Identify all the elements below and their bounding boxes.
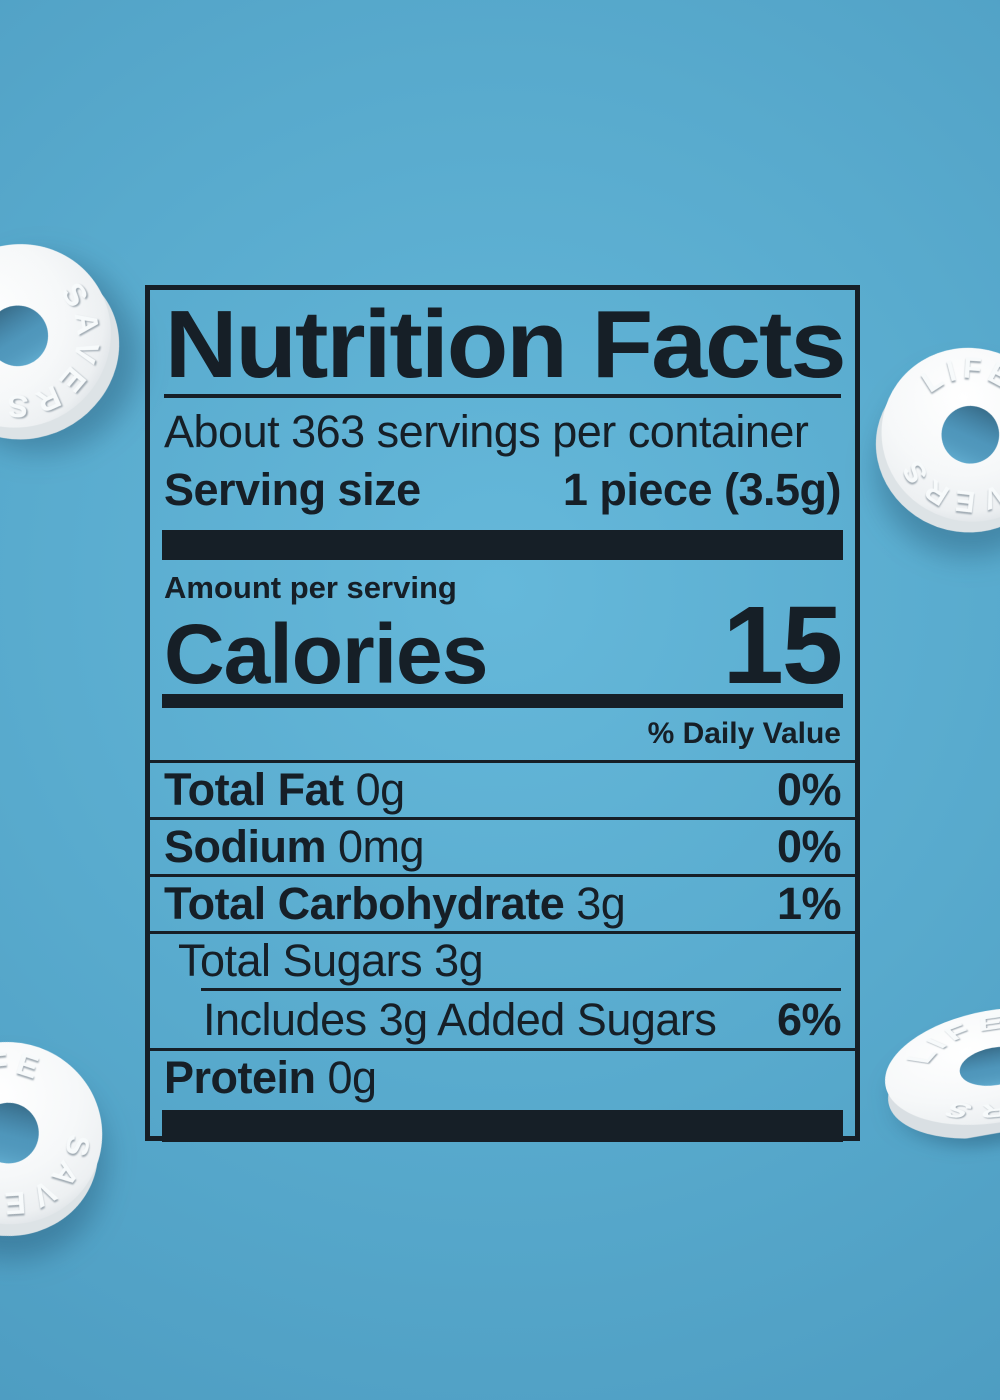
nutrient-row-sodium: Sodium 0mg 0% — [150, 817, 855, 874]
amount-per-serving-label: Amount per serving — [164, 570, 457, 606]
nutrient-daily-value: 1% — [776, 878, 842, 930]
lifesaver-mint-candy: LIFE SAVERS — [885, 1007, 1000, 1139]
nutrient-amount: 0g — [355, 764, 406, 816]
nutrient-row-total-fat: Total Fat 0g 0% — [150, 760, 855, 817]
nutrient-row-added-sugars: Includes 3g Added Sugars 6% — [150, 991, 855, 1048]
nutrient-daily-value: 6% — [776, 993, 842, 1045]
nutrient-row-total-sugars: Total Sugars 3g — [150, 931, 855, 988]
nutrient-amount: 0mg — [338, 821, 425, 873]
nutrition-facts-title: Nutrition Facts — [164, 291, 847, 398]
thick-separator-bar — [162, 530, 843, 561]
nutrient-daily-value: 0% — [776, 764, 842, 816]
serving-size-value: 1 piece (3.5g) — [562, 464, 842, 516]
nutrient-daily-value: 0% — [776, 821, 842, 873]
nutrient-name: Protein — [164, 1052, 316, 1104]
nutrient-name: Total Carbohydrate — [164, 878, 565, 930]
nutrient-name: Total Sugars — [178, 935, 423, 987]
calories-row: Calories 15 — [150, 584, 855, 708]
daily-value-header: % Daily Value — [647, 717, 841, 751]
lifesaver-mint-candy: LIFE SAVERS — [0, 1028, 103, 1240]
nutrient-name: Sodium — [164, 821, 327, 873]
title-divider — [164, 394, 841, 399]
nutrient-amount: 3g — [434, 935, 484, 987]
nutrient-row-total-carbohydrate: Total Carbohydrate 3g 1% — [150, 874, 855, 931]
nutrient-amount: 0g — [327, 1052, 378, 1104]
nutrient-amount: 3g — [576, 878, 626, 930]
calories-value: 15 — [722, 584, 843, 708]
serving-size-row: Serving size 1 piece (3.5g) — [150, 458, 855, 530]
nutrient-name: Includes 3g Added Sugars — [203, 993, 717, 1045]
lifesaver-mint-candy: LIFE SAVERS — [0, 244, 139, 443]
servings-per-container: About 363 servings per container — [164, 406, 809, 458]
medium-separator-bar — [162, 694, 843, 709]
indented-divider — [201, 988, 841, 992]
lifesaver-mint-candy: LIFE SAVERS — [875, 328, 1000, 545]
nutrient-row-protein: Protein 0g — [150, 1048, 855, 1105]
nutrient-name: Total Fat — [164, 764, 344, 816]
nutrition-facts-label: Nutrition Facts About 363 servings per c… — [145, 285, 860, 1143]
serving-size-label: Serving size — [164, 464, 421, 516]
bottom-thick-separator-bar — [162, 1110, 843, 1143]
calories-label: Calories — [164, 607, 488, 702]
